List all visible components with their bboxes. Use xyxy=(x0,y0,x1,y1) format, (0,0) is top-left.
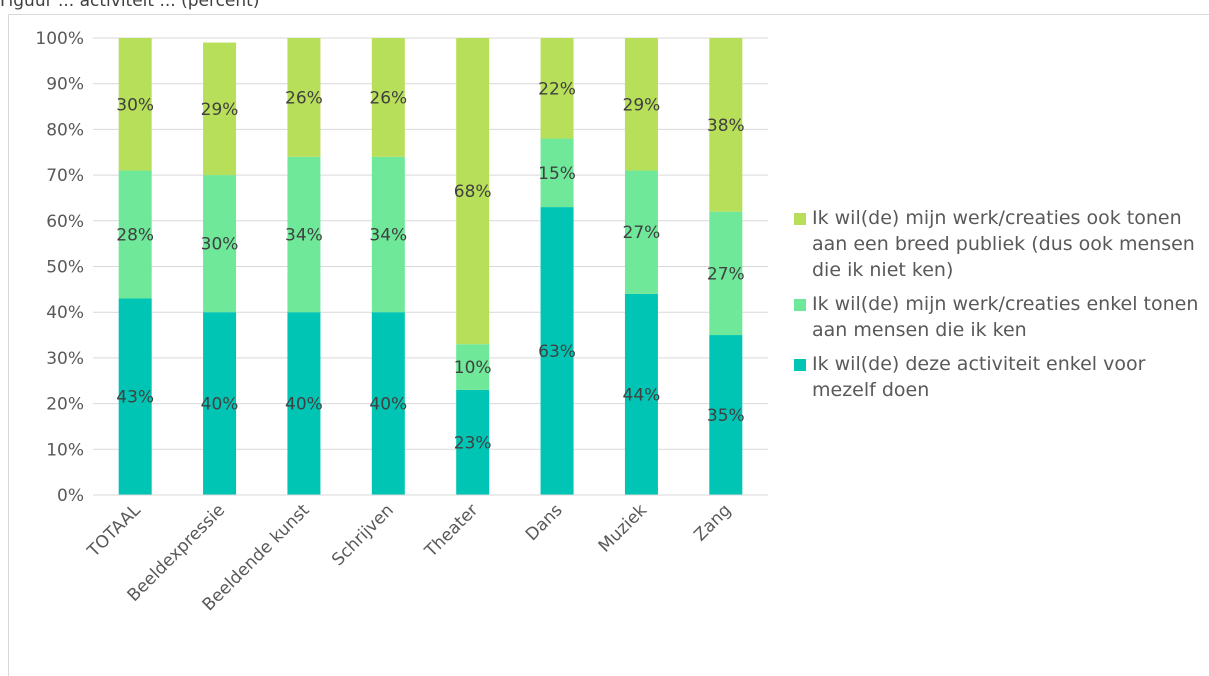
data-label: 27% xyxy=(707,264,745,284)
legend-item: Ik wil(de) deze activiteit enkel voor me… xyxy=(790,351,1200,403)
y-tick-label: 90% xyxy=(46,75,84,95)
y-tick-label: 100% xyxy=(35,29,84,49)
x-tick-label: Dans xyxy=(522,500,567,545)
data-label: 40% xyxy=(201,395,239,415)
data-label: 43% xyxy=(116,388,154,408)
data-label: 68% xyxy=(454,182,492,202)
legend-swatch xyxy=(794,213,806,225)
bar-segment xyxy=(540,138,574,208)
x-tick-label: TOTAAL xyxy=(83,500,145,562)
data-label: 23% xyxy=(454,433,492,453)
bar-segment xyxy=(709,38,743,212)
data-label: 34% xyxy=(369,226,407,246)
legend-swatch xyxy=(794,359,806,371)
legend-swatch xyxy=(794,299,806,311)
bar-segment xyxy=(371,38,405,157)
bar-segment xyxy=(118,170,152,299)
data-label: 29% xyxy=(201,100,239,120)
bar-segment xyxy=(624,38,658,171)
x-tick-label: Zang xyxy=(690,500,735,545)
cut-off-title-text: Figuur ... activiteit ... (percent) xyxy=(0,0,260,11)
bar-segment xyxy=(287,312,321,495)
bar-segment xyxy=(287,38,321,157)
bar-segment xyxy=(624,293,658,495)
y-tick-label: 30% xyxy=(46,349,84,369)
cut-off-title: Figuur ... activiteit ... (percent) xyxy=(0,0,1209,14)
data-labels: 43% 28% 30% 40% 30% 29% 40% 34% 26% 40% 34% 26% 23% 1… xyxy=(116,79,744,453)
legend-label: Ik wil(de) mijn werk/creaties ook tonen … xyxy=(812,207,1195,281)
y-axis: 0% 10% 20% 30% 40% 50% 60% 70% 80% 90% 100% xyxy=(35,29,84,506)
bar-segment xyxy=(540,38,574,139)
bar-segment xyxy=(203,175,237,313)
data-label: 63% xyxy=(538,342,576,362)
y-tick-label: 20% xyxy=(46,395,84,415)
data-label: 28% xyxy=(116,226,154,246)
y-tick-label: 0% xyxy=(57,486,84,506)
bar-segment xyxy=(456,38,490,345)
data-label: 10% xyxy=(454,358,492,378)
data-label: 15% xyxy=(538,164,576,184)
x-tick-label: Theater xyxy=(421,500,483,562)
y-tick-label: 60% xyxy=(46,212,84,232)
bar-segment xyxy=(371,312,405,495)
bar-segment xyxy=(371,156,405,313)
bars xyxy=(118,38,743,495)
data-label: 26% xyxy=(369,88,407,108)
data-label: 35% xyxy=(707,406,745,426)
gridlines xyxy=(93,37,768,496)
legend-item: Ik wil(de) mijn werk/creaties ook tonen … xyxy=(790,205,1200,283)
data-label: 30% xyxy=(201,235,239,255)
bar-segment xyxy=(118,298,152,495)
bar-segment xyxy=(709,335,743,495)
y-tick-label: 50% xyxy=(46,258,84,278)
y-tick-label: 70% xyxy=(46,166,84,186)
y-tick-label: 80% xyxy=(46,120,84,140)
bar-segment xyxy=(456,389,490,495)
bar-segment xyxy=(456,344,490,390)
data-label: 44% xyxy=(623,385,661,405)
data-label: 30% xyxy=(116,95,154,115)
bar-segment xyxy=(709,211,743,336)
y-tick-label: 40% xyxy=(46,303,84,323)
x-tick-label: Schrijven xyxy=(328,500,398,570)
bar-segment xyxy=(540,207,574,495)
data-label: 26% xyxy=(285,88,323,108)
legend-label: Ik wil(de) mijn werk/creaties enkel tone… xyxy=(812,293,1199,341)
data-label: 29% xyxy=(623,95,661,115)
data-label: 40% xyxy=(369,395,407,415)
bar-segment xyxy=(118,38,152,171)
x-tick-label: Muziek xyxy=(595,500,651,556)
chart-area xyxy=(8,14,1209,676)
data-label: 34% xyxy=(285,226,323,246)
data-label: 27% xyxy=(623,223,661,243)
bar-segment xyxy=(203,312,237,495)
data-label: 38% xyxy=(707,116,745,136)
bar-segment xyxy=(624,170,658,294)
y-tick-label: 10% xyxy=(46,440,84,460)
legend-label: Ik wil(de) deze activiteit enkel voor me… xyxy=(812,353,1146,401)
data-label: 22% xyxy=(538,79,576,99)
bar-segment xyxy=(287,156,321,313)
bar-segment xyxy=(203,42,237,176)
legend: Ik wil(de) mijn werk/creaties ook tonen … xyxy=(790,205,1200,411)
data-label: 40% xyxy=(285,395,323,415)
legend-item: Ik wil(de) mijn werk/creaties enkel tone… xyxy=(790,291,1200,343)
